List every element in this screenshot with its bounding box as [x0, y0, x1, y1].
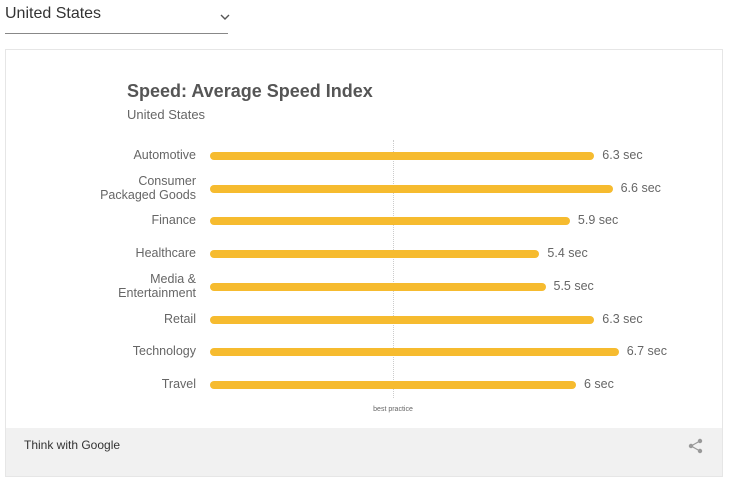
category-label: Technology — [132, 344, 196, 359]
chart-subtitle: United States — [127, 107, 206, 122]
share-button[interactable] — [687, 437, 705, 455]
dropdown-value[interactable]: United States — [5, 5, 102, 22]
bar — [210, 380, 576, 389]
bar — [210, 250, 540, 259]
footer — [6, 428, 722, 476]
reference-label: best practice — [373, 406, 413, 413]
value-label: 5.9 sec — [577, 213, 619, 228]
value-label: 6.3 sec — [602, 148, 643, 162]
value-label: 6 sec — [584, 376, 614, 391]
category-label: Travel — [161, 376, 196, 391]
bar — [210, 152, 595, 160]
reference-line — [393, 140, 394, 398]
value-label: 5.4 sec — [547, 246, 588, 261]
category-label: Media & Entertainment — [118, 271, 196, 300]
category-label: Healthcare — [135, 246, 196, 261]
chart-title: Speed: Average Speed Index — [127, 81, 373, 101]
value-label: 5.5 sec — [553, 278, 594, 293]
bar — [210, 315, 595, 324]
bar — [210, 217, 570, 226]
footer-brand: Think with Google — [24, 438, 121, 452]
bar — [210, 184, 613, 193]
bar — [210, 348, 619, 357]
value-label: 6.7 sec — [626, 344, 667, 359]
category-label: Retail — [164, 311, 196, 326]
value-label: 6.6 sec — [620, 180, 661, 195]
dropdown-chevron[interactable] — [219, 12, 231, 22]
bar — [210, 282, 546, 291]
chart-card — [5, 49, 723, 477]
category-label: Finance — [151, 213, 196, 228]
category-label: Consumer Packaged Goods — [100, 173, 196, 202]
category-label: Automotive — [133, 148, 196, 162]
value-label: 6.3 sec — [602, 311, 643, 326]
dropdown-underline — [5, 33, 228, 34]
